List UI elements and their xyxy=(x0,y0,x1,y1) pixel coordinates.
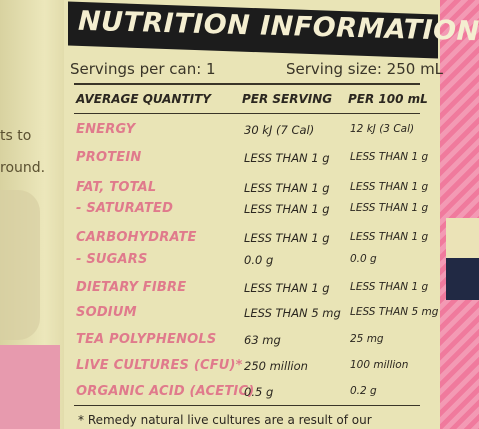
nutrient-label: FAT, TOTAL xyxy=(76,180,157,195)
header-per-serving: PER SERVING xyxy=(242,92,333,106)
servings-per-can: Servings per can: 1 xyxy=(70,60,216,78)
header-per-100: PER 100 mL xyxy=(348,92,428,106)
header-quantity: AVERAGE QUANTITY xyxy=(76,92,211,106)
header-rule xyxy=(74,113,420,114)
per-serving-value: LESS THAN 1 g xyxy=(244,181,330,195)
top-rule xyxy=(74,83,420,85)
per-100-value: 25 mg xyxy=(350,333,384,345)
per-100-value: 100 million xyxy=(350,359,409,371)
nutrition-panel: NUTRITION INFORMATION Servings per can: … xyxy=(64,0,479,429)
per-serving-value: LESS THAN 1 g xyxy=(244,231,330,245)
nutrient-label: ENERGY xyxy=(76,122,136,137)
per-serving-value: 0.5 g xyxy=(244,385,274,399)
serving-size: Serving size: 250 mL xyxy=(286,60,444,78)
per-serving-value: 30 kJ (7 Cal) xyxy=(244,123,315,137)
per-100-value: LESS THAN 1 g xyxy=(350,231,429,243)
per-100-value: 0.2 g xyxy=(350,385,377,397)
per-100-value: LESS THAN 1 g xyxy=(350,151,429,163)
per-100-value: LESS THAN 1 g xyxy=(350,202,429,214)
per-serving-value: LESS THAN 1 g xyxy=(244,202,330,216)
per-serving-value: LESS THAN 5 mg xyxy=(244,306,341,320)
left-graphic xyxy=(0,190,40,340)
nutrient-label: - SATURATED xyxy=(76,201,174,216)
nutrient-label: TEA POLYPHENOLS xyxy=(76,332,217,347)
per-100-value: LESS THAN 1 g xyxy=(350,181,429,193)
per-serving-value: 63 mg xyxy=(244,333,281,347)
per-100-value: 0.0 g xyxy=(350,253,377,265)
footnote: * Remedy natural live cultures are a res… xyxy=(78,413,372,427)
nutrient-label: - SUGARS xyxy=(76,252,148,267)
nutrient-label: CARBOHYDRATE xyxy=(76,230,197,245)
per-serving-value: LESS THAN 1 g xyxy=(244,281,330,295)
nutrient-label: ORGANIC ACID (ACETIC) xyxy=(76,384,255,399)
right-cream-strip xyxy=(446,218,479,258)
left-text-fragment-1: ts to xyxy=(0,128,32,144)
per-serving-value: 0.0 g xyxy=(244,253,274,267)
per-100-value: LESS THAN 5 mg xyxy=(350,306,439,318)
nutrient-label: DIETARY FIBRE xyxy=(76,280,187,295)
per-serving-value: 250 million xyxy=(244,359,308,373)
left-text-fragment-2: round. xyxy=(0,160,46,176)
left-pink-panel xyxy=(0,345,60,429)
per-serving-value: LESS THAN 1 g xyxy=(244,151,330,165)
per-100-value: LESS THAN 1 g xyxy=(350,281,429,293)
bottom-rule xyxy=(74,405,420,406)
can-right-pattern xyxy=(440,0,479,429)
nutrient-label: LIVE CULTURES (CFU)* xyxy=(76,358,243,373)
right-navy-strip xyxy=(446,258,479,300)
nutrient-label: PROTEIN xyxy=(76,150,142,165)
per-100-value: 12 kJ (3 Cal) xyxy=(350,123,415,135)
nutrient-label: SODIUM xyxy=(76,305,137,320)
